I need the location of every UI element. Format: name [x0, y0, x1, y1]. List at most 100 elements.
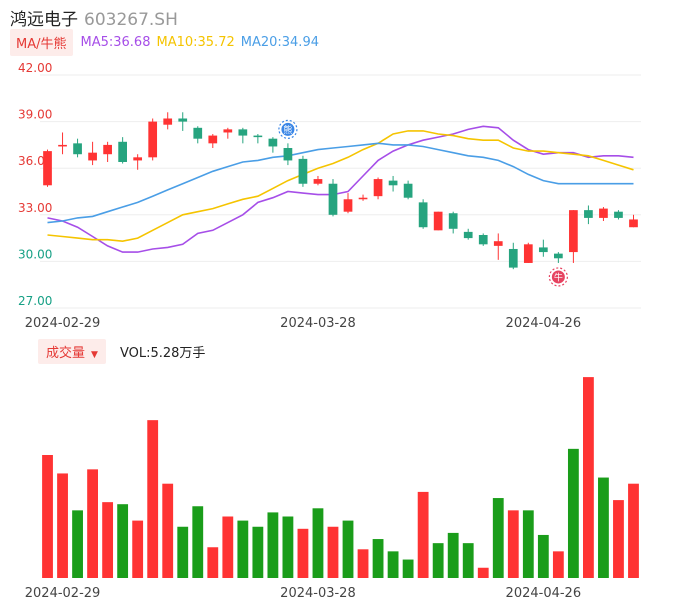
- candle-body: [133, 157, 143, 161]
- ma20-value: MA20:34.94: [240, 34, 319, 50]
- ma5-line: [47, 125, 634, 253]
- candle-body: [208, 135, 218, 144]
- x-tick-label: 2024-04-26: [506, 316, 582, 331]
- candle-body: [238, 129, 248, 136]
- volume-bar: [72, 510, 83, 578]
- volume-indicator-button[interactable]: 成交量 ▼: [38, 338, 106, 364]
- signal-badge: [551, 270, 565, 284]
- candle-body: [268, 138, 278, 147]
- volume-bar: [177, 526, 189, 578]
- candle-body: [523, 244, 533, 263]
- ma10-line: [47, 130, 634, 243]
- stock-code: 603267.SH: [84, 10, 178, 30]
- volume-bar: [477, 567, 489, 578]
- signal-badge-ring: [548, 267, 568, 287]
- y-tick-label: 27.00: [18, 294, 52, 308]
- stock-title: 鸿远电子 603267.SH: [10, 5, 178, 30]
- candle-body: [283, 148, 293, 161]
- volume-bar: [207, 547, 219, 578]
- signal-badge-ring: [278, 119, 298, 139]
- volume-bar: [282, 516, 294, 578]
- volume-bar: [312, 508, 324, 578]
- candle-body: [343, 199, 353, 212]
- ma5-value: MA5:36.68: [80, 34, 151, 50]
- ma20-line: [47, 142, 634, 224]
- candle-body: [253, 135, 263, 138]
- y-tick-label: 30.00: [18, 247, 52, 261]
- volume-bar: [598, 477, 609, 578]
- candle-body: [508, 248, 518, 268]
- volume-indicator-label: 成交量: [46, 345, 86, 361]
- candle-body: [538, 247, 548, 253]
- candle-body: [403, 183, 413, 198]
- volume-bar: [222, 516, 234, 578]
- candle-body: [73, 143, 82, 155]
- x-tick-label: 2024-02-29: [25, 316, 101, 331]
- ma-toggle-button[interactable]: MA/牛熊: [10, 28, 73, 56]
- candle-body: [373, 179, 383, 197]
- volume-bar: [192, 506, 204, 578]
- signal-badge-label: 牛: [554, 271, 563, 283]
- volume-bar: [432, 543, 444, 578]
- volume-bar: [583, 377, 594, 578]
- y-tick-label: 33.00: [18, 201, 52, 215]
- volume-bar: [537, 534, 549, 578]
- candle-body: [418, 202, 428, 228]
- volume-bar: [372, 539, 384, 578]
- candle-body: [298, 158, 308, 184]
- volume-x-tick-label: 2024-04-26: [506, 586, 582, 601]
- volume-bar: [237, 520, 249, 578]
- candle-body: [328, 183, 338, 215]
- volume-x-tick-label: 2024-02-29: [25, 586, 101, 601]
- volume-bar: [387, 551, 399, 578]
- volume-bar: [552, 551, 564, 578]
- stock-name: 鸿远电子: [10, 10, 78, 30]
- ma10-value: MA10:35.72: [156, 34, 235, 50]
- candle-body: [388, 180, 398, 186]
- candle-body: [493, 241, 503, 246]
- candle-body: [178, 118, 188, 122]
- ma-legend: MA/牛熊 MA5:36.68 MA10:35.72 MA20:34.94: [10, 28, 325, 56]
- candle-body: [313, 179, 323, 184]
- volume-bar: [57, 473, 68, 578]
- volume-bar: [117, 504, 129, 578]
- volume-bar: [567, 448, 579, 578]
- candle-body: [629, 219, 638, 228]
- candle-body: [58, 144, 67, 147]
- volume-bar: [447, 532, 459, 578]
- candle-body: [448, 213, 458, 229]
- signal-badge: [281, 122, 295, 136]
- candle-body: [569, 210, 578, 253]
- candle-body: [584, 210, 593, 218]
- volume-bar: [357, 549, 369, 578]
- volume-bar: [613, 500, 624, 578]
- volume-bar: [87, 469, 98, 578]
- candle-body: [103, 144, 112, 155]
- candle-body: [88, 152, 97, 161]
- volume-bar: [327, 526, 339, 578]
- volume-bar: [522, 510, 534, 578]
- volume-bar: [297, 528, 309, 578]
- volume-x-tick-label: 2024-03-28: [280, 586, 356, 601]
- volume-bar: [417, 491, 429, 578]
- candle-body: [463, 231, 473, 239]
- x-tick-label: 2024-03-28: [280, 316, 356, 331]
- volume-bar: [42, 455, 53, 578]
- candle-body: [193, 127, 203, 139]
- volume-bar: [162, 483, 174, 578]
- candle-body: [433, 211, 443, 231]
- volume-bar: [507, 510, 519, 578]
- volume-bar: [402, 559, 414, 578]
- candle-body: [223, 129, 233, 133]
- chevron-down-icon: ▼: [91, 349, 98, 360]
- volume-bar: [342, 520, 354, 578]
- candle-body: [43, 151, 52, 186]
- volume-bar: [252, 526, 264, 578]
- candle-body: [478, 234, 488, 245]
- candle-body: [163, 118, 173, 125]
- volume-legend: 成交量 ▼ VOL:5.28万手: [38, 338, 205, 364]
- volume-bar: [132, 520, 144, 578]
- volume-bar: [102, 502, 114, 578]
- candle-body: [554, 253, 563, 259]
